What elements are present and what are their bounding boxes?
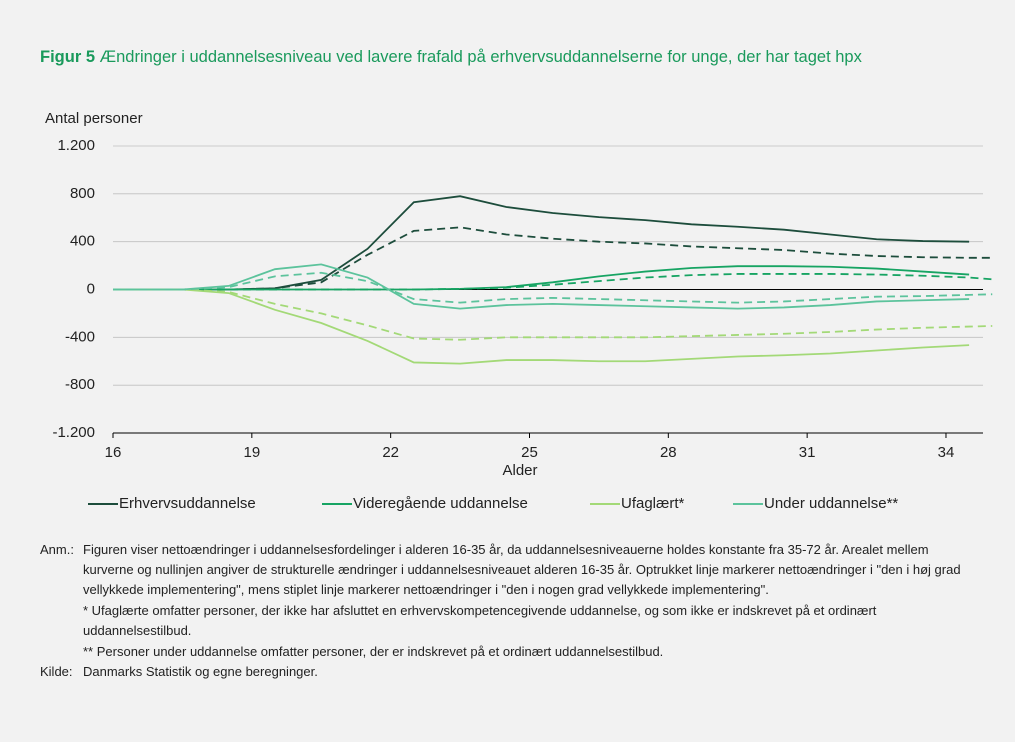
x-tick-label: 19: [243, 444, 260, 461]
figure-number: Figur 5: [40, 48, 96, 66]
x-tick-label: 34: [938, 444, 955, 461]
notes: Anm.: Figuren viser nettoændringer i udd…: [40, 540, 980, 682]
y-tick-label: -400: [65, 328, 95, 345]
y-tick-label: -800: [65, 376, 95, 393]
line: [113, 195, 970, 291]
y-tick-label: 400: [70, 233, 95, 250]
legend-label: Videregående uddannelse: [353, 495, 528, 512]
line: [113, 265, 970, 291]
line: [113, 288, 970, 365]
line: [113, 263, 970, 310]
x-tick-label: 16: [105, 444, 122, 461]
source-text: Danmarks Statistik og egne beregninger.: [83, 664, 318, 679]
dashed-line: [113, 288, 993, 341]
note-text: Figuren viser nettoændringer i uddannels…: [83, 542, 961, 597]
note-body: Figuren viser nettoændringer i uddannels…: [83, 540, 980, 662]
chart-title: Figur 5 Ændringer i uddannelsesniveau ve…: [40, 44, 990, 71]
y-tick-label: -1.200: [52, 424, 95, 441]
x-tick-label: 22: [382, 444, 399, 461]
legend-label: Under uddannelse**: [764, 495, 898, 512]
note-row: Anm.: Figuren viser nettoændringer i udd…: [40, 540, 980, 662]
legend-label: Erhvervsuddannelse: [119, 495, 256, 512]
x-tick-label: 28: [660, 444, 677, 461]
x-axis-label: Alder: [502, 462, 537, 479]
y-axis-label: Antal personer: [45, 110, 143, 127]
x-tick-label: 25: [521, 444, 538, 461]
legend-label: Ufaglært*: [621, 495, 685, 512]
note-label: Anm.:: [40, 542, 74, 557]
y-tick-label: 800: [70, 185, 95, 202]
x-tick-label: 31: [799, 444, 816, 461]
title-text: Ændringer i uddannelsesniveau ved lavere…: [99, 48, 862, 66]
chart: Antal personer Alder 1.200 800 400 0 -400 -80…: [45, 110, 993, 512]
note-text: ** Personer under uddannelse omfatter pe…: [83, 644, 664, 659]
y-tick-label: 0: [87, 280, 95, 297]
source-label: Kilde:: [40, 664, 73, 679]
note-text: * Ufaglærte omfatter personer, der ikke …: [83, 603, 877, 638]
source-row: Kilde: Danmarks Statistik og egne beregn…: [40, 662, 980, 682]
dashed-line: [113, 271, 993, 304]
y-tick-label: 1.200: [57, 137, 95, 154]
